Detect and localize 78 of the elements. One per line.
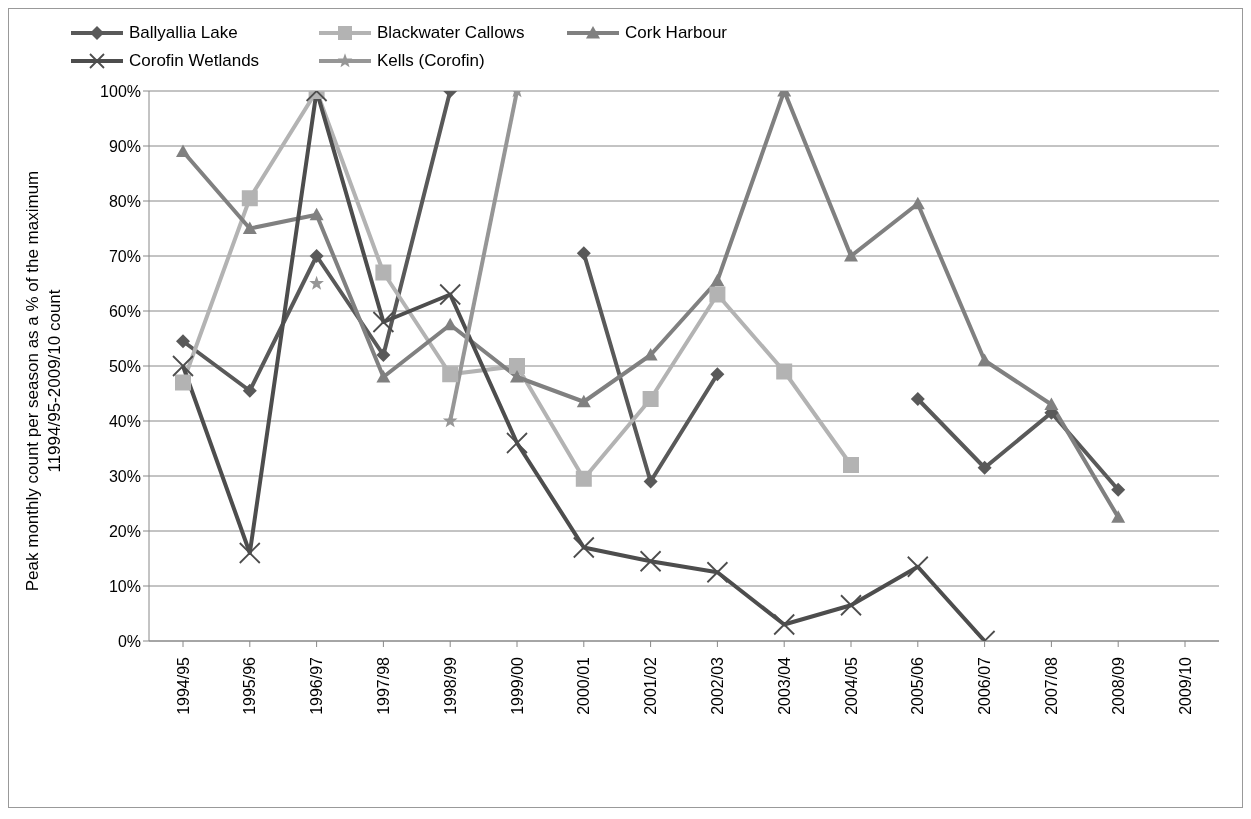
point [910, 392, 925, 406]
y-tick-label: 80% [108, 192, 141, 210]
legend-label: Cork Harbour [625, 23, 728, 43]
point [1111, 482, 1126, 497]
x-tick-label: 2002/03 [708, 656, 726, 715]
point [309, 249, 324, 263]
y-tick-label: 50% [108, 357, 141, 375]
point [442, 413, 458, 428]
point [710, 367, 725, 382]
point [776, 363, 793, 380]
point [176, 334, 190, 349]
point [309, 275, 324, 290]
point [241, 190, 258, 207]
x-tick-label: 2009/10 [1176, 656, 1194, 715]
point [510, 370, 524, 383]
y-tick-label: 0% [117, 632, 141, 650]
x-tick-label: 2003/04 [775, 656, 793, 715]
x-tick-label: 2000/01 [575, 656, 593, 715]
point [575, 470, 592, 487]
point [175, 374, 191, 391]
legend-label: Kells (Corofin) [377, 51, 485, 71]
point [906, 555, 929, 578]
point [639, 550, 662, 573]
point [439, 283, 462, 306]
legend-label: Corofin Wetlands [129, 51, 260, 71]
point [977, 460, 992, 475]
x-tick-label: 2004/05 [842, 656, 860, 715]
point [242, 221, 257, 235]
point [442, 366, 459, 383]
point [710, 273, 725, 287]
y-tick-label: 90% [108, 137, 141, 155]
x-tick-label: 1999/00 [508, 656, 526, 715]
point [376, 370, 391, 383]
point [1111, 510, 1126, 523]
x-tick-label: 2006/07 [976, 656, 994, 715]
legend-label: Blackwater Callows [377, 23, 525, 43]
x-tick-label: 2008/09 [1109, 656, 1127, 715]
x-tick-label: 2005/06 [909, 656, 927, 715]
point [375, 264, 392, 281]
point [576, 394, 591, 408]
point [238, 542, 261, 564]
point [709, 286, 726, 303]
point [773, 613, 796, 636]
point [706, 561, 729, 584]
x-tick-label: 1994/95 [174, 656, 192, 715]
x-tick-label: 2007/08 [1042, 656, 1060, 715]
point [1044, 397, 1059, 411]
y-tick-label: 40% [108, 412, 141, 430]
x-tick-label: 1998/99 [441, 656, 459, 715]
point [242, 383, 257, 398]
point [844, 249, 858, 262]
point [642, 391, 659, 407]
point [843, 457, 859, 473]
point [176, 144, 190, 158]
point [509, 358, 525, 374]
point [910, 196, 925, 210]
y-tick-label: 70% [108, 247, 141, 265]
point [376, 348, 391, 362]
y-axis-title: Peak monthly count per season as a % of the maximum 11994/95-2009/10 count [23, 170, 64, 592]
x-tick-label: 2001/02 [642, 656, 660, 715]
y-tick-label: 10% [108, 577, 141, 595]
point [309, 207, 324, 221]
point [372, 311, 395, 333]
point [840, 594, 862, 617]
y-tick-label: 60% [108, 302, 141, 320]
point [576, 246, 591, 261]
x-tick-label: 1995/96 [241, 656, 259, 715]
y-tick-label: 30% [108, 467, 141, 485]
point [572, 536, 595, 559]
legend-label: Ballyallia Lake [129, 23, 238, 43]
point [443, 317, 458, 331]
point [643, 474, 658, 489]
x-tick-label: 1996/97 [308, 656, 326, 715]
point [506, 432, 528, 454]
y-tick-label: 20% [108, 522, 141, 540]
y-tick-label: 100% [100, 82, 141, 100]
x-tick-label: 1997/98 [374, 656, 392, 715]
point [172, 355, 194, 377]
